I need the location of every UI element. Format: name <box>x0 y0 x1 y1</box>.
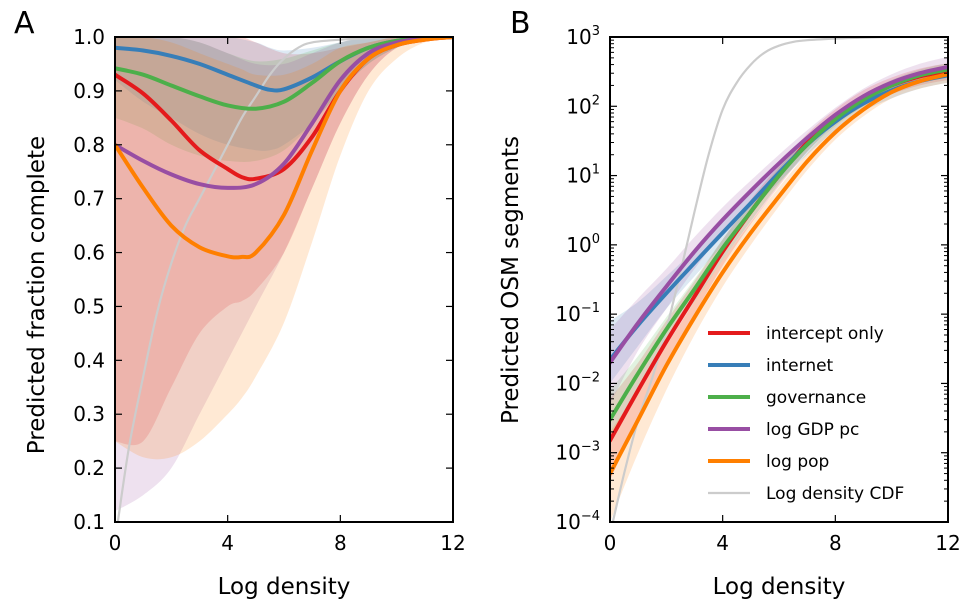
panel-b-ytick-label: 10−2 <box>555 370 600 395</box>
panel-a-ytick-label: 0.6 <box>73 241 105 265</box>
panel-a-ytick-label: 0.2 <box>73 456 105 480</box>
legend-item-log-pop: log pop <box>708 452 829 472</box>
panel-a-ytick-label: 0.9 <box>73 79 105 103</box>
panel-b-ytick-exp: 2 <box>592 93 600 108</box>
panel-a-ytick-label: 0.4 <box>73 348 105 372</box>
panel-a-line-log-pop <box>115 37 453 260</box>
legend-label-internet: internet <box>766 356 834 376</box>
panel-b-ytick-exp: 1 <box>592 163 600 178</box>
panel-a-band-log-gdp-pc <box>115 37 453 512</box>
panel-b-ytick-label: 10−3 <box>555 440 600 465</box>
panel-a-ylabel: Predicted fraction complete <box>24 136 50 454</box>
panel-b-xtick-label: 0 <box>604 531 617 555</box>
legend-item-internet: internet <box>708 356 834 376</box>
legend-item-intercept-only: intercept only <box>708 324 884 344</box>
panel-a-xlabel: Log density <box>218 574 351 600</box>
panel-a-band-log-pop <box>115 37 453 460</box>
panel-b-ytick-exp: −4 <box>581 509 600 524</box>
panel-b-ytick-label: 103 <box>566 24 600 49</box>
panel-b-ytick-label: 10−1 <box>555 301 600 326</box>
panel-b-line-governance <box>610 67 948 422</box>
panel-b-xtick-label: 12 <box>935 531 960 555</box>
legend: intercept only internet governance log GDP … <box>708 324 904 504</box>
panel-a-xtick-label: 0 <box>109 531 122 555</box>
panel-a: A 0 4 8 12 0.1 0.2 0.3 0.4 0.5 0.6 0.7 0.8 0.9 1.0 Lo… <box>14 6 466 600</box>
legend-item-log-gdp-pc: log GDP pc <box>708 420 859 440</box>
panel-b-ytick-exp: 0 <box>592 232 600 247</box>
panel-a-ytick-label: 0.1 <box>73 510 105 534</box>
legend-label-intercept-only: intercept only <box>766 324 884 344</box>
panel-a-xtick-label: 4 <box>221 531 234 555</box>
panel-b-ytick-label: 10−4 <box>555 509 600 534</box>
panel-a-ytick-label: 0.7 <box>73 187 105 211</box>
legend-item-governance: governance <box>708 388 866 408</box>
panel-a-bands <box>115 37 453 512</box>
panel-b-letter: B <box>510 6 531 41</box>
panel-b-band-intercept-only <box>610 63 948 481</box>
panel-b-ytick-base: 10 <box>566 94 591 118</box>
panel-b-ytick-base: 10 <box>566 233 591 257</box>
panel-b-xtick-label: 8 <box>829 531 842 555</box>
panel-b-ytick-exp: −3 <box>581 440 600 455</box>
panel-b-ytick-label: 101 <box>566 163 600 188</box>
panel-b-ytick-base: 10 <box>555 302 580 326</box>
panel-b-frame <box>609 36 949 523</box>
panel-a-ytick-label: 1.0 <box>73 25 105 49</box>
panel-b-ytick-label: 100 <box>566 232 600 257</box>
panel-a-line-log-gdp-pc <box>115 37 453 190</box>
panel-b-xlabel: Log density <box>713 574 846 600</box>
panel-b-ytick-exp: 3 <box>592 24 600 39</box>
panel-a-band-governance <box>115 37 453 162</box>
panel-a-band-intercept-only <box>115 37 453 446</box>
panel-b-ytick-base: 10 <box>566 25 591 49</box>
panel-b-ytick-label: 102 <box>566 93 600 118</box>
panel-b-line-log-pop <box>610 72 948 476</box>
legend-label-log-density-cdf: Log density CDF <box>766 484 904 504</box>
panel-a-ytick-label: 0.5 <box>73 294 105 318</box>
panel-b-ytick-base: 10 <box>566 164 591 188</box>
panel-b-line-internet <box>610 73 948 362</box>
legend-label-governance: governance <box>766 388 866 408</box>
panel-a-ytick-label: 0.8 <box>73 133 105 157</box>
panel-b-ytick-exp: −1 <box>581 301 600 316</box>
panel-b-ytick-base: 10 <box>555 441 580 465</box>
panel-a-xtick-label: 12 <box>440 531 465 555</box>
panel-a-frame <box>114 36 454 523</box>
panel-b-ytick-exp: −2 <box>581 370 600 385</box>
panel-a-ticks: 0 4 8 12 0.1 0.2 0.3 0.4 0.5 0.6 0.7 0.8 0.9 1.0 <box>73 25 466 555</box>
panel-b-lines <box>610 37 948 522</box>
panel-b-ytick-base: 10 <box>555 371 580 395</box>
panel-a-letter: A <box>14 6 35 41</box>
panel-b-line-log-gdp-pc <box>610 64 948 365</box>
legend-label-log-pop: log pop <box>766 452 829 472</box>
panel-a-xtick-label: 8 <box>334 531 347 555</box>
panel-b-xtick-label: 4 <box>716 531 729 555</box>
legend-item-log-density-cdf: Log density CDF <box>708 484 904 504</box>
panel-b-ytick-base: 10 <box>555 510 580 534</box>
panel-b-ylabel: Predicted OSM segments <box>498 136 524 424</box>
legend-label-log-gdp-pc: log GDP pc <box>766 420 859 440</box>
panel-a-ytick-label: 0.3 <box>73 402 105 426</box>
